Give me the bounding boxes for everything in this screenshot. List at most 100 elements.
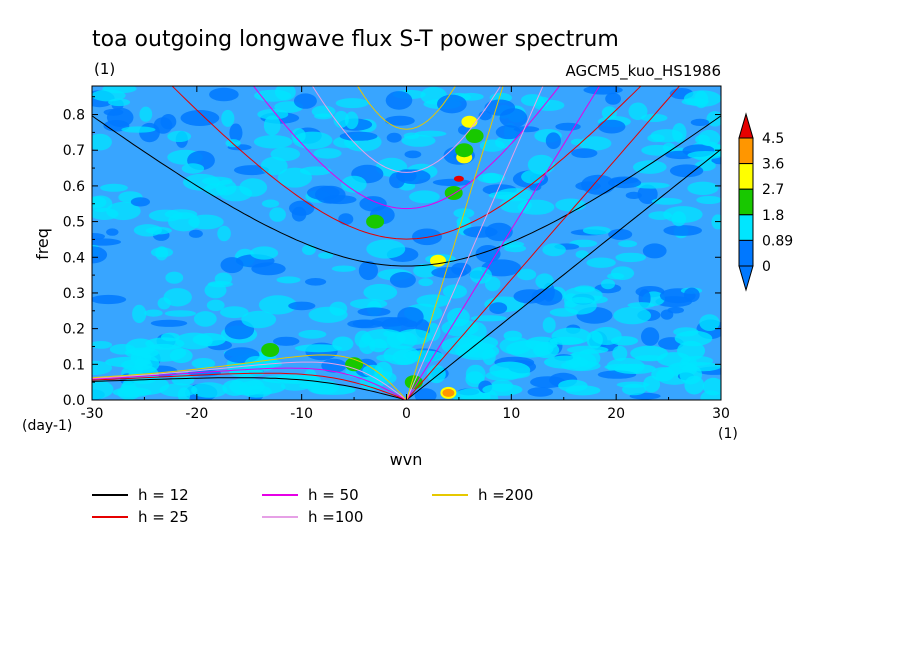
texture-blob	[575, 181, 601, 191]
texture-blob	[651, 197, 683, 205]
texture-blob	[687, 151, 721, 160]
texture-blob	[92, 238, 121, 246]
texture-blob	[105, 356, 152, 368]
x-tick-label: 10	[502, 406, 520, 422]
texture-blob	[155, 246, 169, 261]
texture-blob	[191, 358, 216, 369]
texture-blob	[527, 387, 554, 397]
colorbar-segment	[738, 239, 754, 267]
spectrum-peak	[461, 115, 478, 128]
texture-blob	[150, 319, 188, 327]
texture-blob	[396, 169, 431, 185]
colorbar-level-label: 1.8	[762, 208, 784, 224]
kelvin-wave-curve	[406, 86, 504, 400]
texture-blob	[298, 329, 327, 339]
colorbar-level-label: 2.7	[762, 182, 784, 198]
texture-blob	[607, 272, 625, 280]
texture-blob	[313, 148, 342, 159]
texture-blob	[331, 265, 356, 272]
rossby-wave-curve	[92, 372, 407, 400]
texture-blob	[250, 246, 279, 260]
texture-blob	[517, 199, 555, 215]
x-axis-label: wvn	[390, 450, 423, 469]
x-unit-label: (1)	[718, 426, 738, 442]
texture-blob	[615, 252, 646, 263]
texture-blob	[193, 311, 217, 327]
texture-blob	[643, 375, 661, 393]
spectrum-peak	[430, 254, 446, 267]
colorbar-segment	[738, 188, 754, 216]
texture-blob	[344, 111, 359, 130]
texture-blob	[669, 164, 704, 178]
y-tick-label: 0.4	[63, 250, 85, 266]
texture-blob	[209, 87, 239, 102]
texture-blob	[92, 246, 108, 264]
plot-area	[91, 85, 722, 401]
texture-blob	[413, 263, 438, 278]
texture-blob	[139, 106, 153, 122]
texture-blob	[321, 358, 347, 373]
texture-blob	[542, 243, 566, 257]
texture-blob	[702, 377, 721, 396]
y-tick-label: 0.5	[63, 215, 85, 231]
texture-blob	[157, 297, 171, 310]
texture-blob	[642, 243, 667, 259]
texture-blob	[92, 294, 127, 305]
texture-blob	[525, 336, 558, 351]
texture-blob	[289, 200, 315, 216]
inertia-gravity-curve	[171, 86, 642, 240]
texture-blob	[684, 375, 705, 395]
texture-blob	[566, 345, 609, 354]
texture-blob	[92, 195, 113, 213]
texture-blob	[488, 191, 520, 200]
y-tick-label: 0.8	[63, 108, 85, 124]
texture-blob	[103, 108, 124, 116]
texture-blob	[191, 382, 228, 398]
colorbar-top-arrow	[738, 112, 754, 139]
texture-blob	[318, 252, 334, 259]
inertia-gravity-curve	[92, 115, 721, 267]
x-tick-label: -20	[185, 406, 208, 422]
texture-blob	[206, 299, 225, 311]
texture-blob	[366, 239, 406, 259]
texture-blob	[598, 119, 626, 134]
chart-title: toa outgoing longwave flux S-T power spe…	[92, 27, 619, 52]
texture-blob	[641, 144, 674, 156]
texture-blob	[533, 99, 565, 111]
spectrum-peak	[455, 143, 474, 158]
texture-blob	[310, 385, 356, 395]
texture-blob	[628, 102, 648, 121]
texture-blob	[542, 317, 556, 333]
texture-blob	[469, 266, 492, 284]
texture-blob	[484, 99, 516, 116]
kelvin-wave-curve	[406, 86, 681, 400]
chart-subtitle-right: AGCM5_kuo_HS1986	[566, 62, 721, 81]
texture-blob	[687, 181, 719, 195]
texture-blob	[159, 383, 198, 397]
texture-blob	[663, 225, 702, 236]
texture-blob	[544, 355, 589, 369]
texture-blob	[384, 115, 415, 126]
texture-blob	[385, 91, 413, 110]
texture-blob	[293, 93, 317, 109]
texture-blob	[641, 327, 660, 346]
texture-blob	[275, 86, 296, 101]
texture-blob	[308, 306, 348, 323]
kelvin-wave-curve	[406, 86, 601, 400]
texture-blob	[458, 92, 484, 101]
texture-blob	[181, 163, 205, 174]
texture-blob	[291, 128, 306, 144]
x-tick-label: 0	[402, 406, 411, 422]
texture-blob	[640, 113, 668, 122]
texture-blob	[221, 109, 235, 127]
rossby-wave-curve	[92, 354, 407, 400]
texture-blob	[651, 367, 675, 382]
texture-blob	[412, 228, 442, 246]
texture-blob	[214, 272, 233, 286]
colorbar-bottom-arrow	[738, 265, 754, 292]
texture-blob	[389, 272, 416, 288]
x-axis-ticks: -30 -20 -10 0 10 20 30	[81, 86, 730, 422]
rossby-wave-curve	[92, 361, 407, 400]
texture-blob	[402, 350, 444, 362]
